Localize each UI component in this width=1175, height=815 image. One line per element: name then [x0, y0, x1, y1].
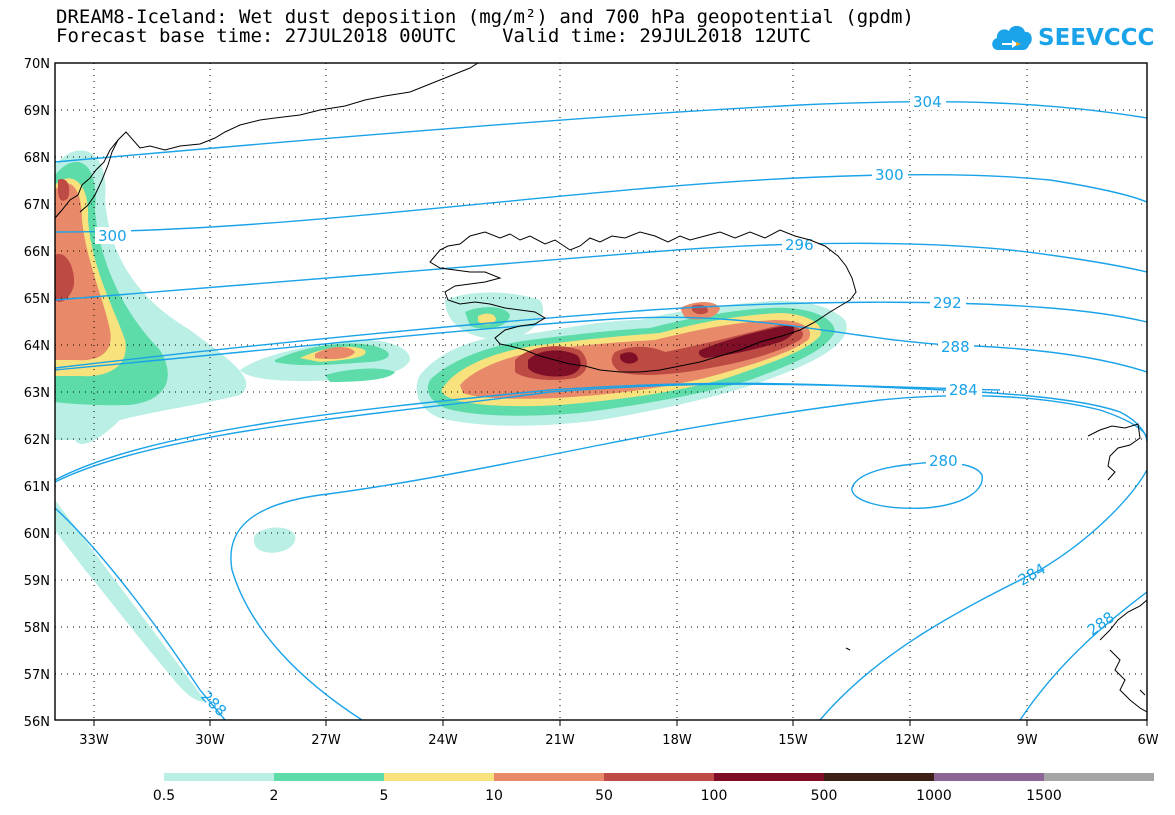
- coast-rockall: [845, 647, 851, 651]
- dust-area-sw-streak: [55, 500, 205, 702]
- legend-swatch: [934, 773, 1044, 781]
- plot-frame: [54, 62, 1148, 721]
- legend-swatch: [824, 773, 934, 781]
- lat-label: 68N: [24, 151, 50, 166]
- longitude-labels: 33W 30W 27W 24W 21W 18W 15W 12W 9W 6W: [79, 733, 1158, 748]
- map-grid: [55, 63, 1147, 720]
- lat-label: 58N: [24, 621, 50, 636]
- contour-284-se: [819, 469, 1147, 720]
- legend-swatch: [384, 773, 494, 781]
- contour-label-284-se: 284: [1015, 560, 1049, 590]
- contour-label-288-se: 288: [1084, 608, 1118, 639]
- contour-288-mid: [230, 395, 1147, 720]
- dust-area-nw-5: [478, 313, 496, 325]
- coast-iceland: [429, 229, 857, 373]
- contour-284-south: [55, 383, 1001, 483]
- lat-label: 69N: [24, 104, 50, 119]
- dust-area-west-50b: [58, 179, 70, 201]
- legend-swatch: [274, 773, 384, 781]
- coast-greenland-b: [79, 139, 119, 213]
- legend-label: 5: [380, 788, 389, 804]
- axis-ticks: [93, 720, 1148, 726]
- contour-288-north: [55, 316, 1147, 373]
- contour-label-280: 280: [929, 452, 958, 470]
- seevccc-logo: SEEVCCC: [990, 20, 1154, 56]
- lat-label: 59N: [24, 574, 50, 589]
- latitude-labels: 70N 69N 68N 67N 66N 65N 64N 63N 62N 61N …: [24, 57, 50, 730]
- lat-label: 56N: [24, 715, 50, 730]
- legend-swatch: [164, 773, 274, 781]
- lon-label: 27W: [311, 733, 341, 748]
- legend-label: 10: [485, 788, 503, 804]
- legend-label: 1000: [916, 788, 952, 804]
- contour-284: [55, 382, 1147, 481]
- legend-label: 100: [701, 788, 728, 804]
- contour-label-304: 304: [913, 93, 942, 111]
- logo-text: SEEVCCC: [1038, 25, 1155, 51]
- coast-greenland: [55, 63, 479, 219]
- lat-label: 66N: [24, 245, 50, 260]
- coastlines: [55, 63, 1147, 713]
- contour-label-292: 292: [933, 294, 962, 312]
- legend-swatch: [714, 773, 824, 781]
- dust-area-west-50: [55, 254, 75, 302]
- contour-280: [851, 461, 983, 509]
- legend-label: 1500: [1026, 788, 1062, 804]
- coast-scotland: [1099, 599, 1147, 713]
- lon-label: 33W: [79, 733, 109, 748]
- contour-label-300-west: 300: [98, 227, 127, 245]
- lat-label: 62N: [24, 433, 50, 448]
- lon-label: 30W: [195, 733, 225, 748]
- lat-label: 57N: [24, 668, 50, 683]
- lat-label: 64N: [24, 339, 50, 354]
- lon-label: 6W: [1137, 733, 1158, 748]
- legend-swatch: [604, 773, 714, 781]
- contour-300: [55, 174, 1147, 233]
- dust-area-iceland-100: [528, 325, 795, 377]
- lon-label: 12W: [895, 733, 925, 748]
- contour-296: [55, 242, 1147, 301]
- lat-label: 65N: [24, 292, 50, 307]
- dust-area-mid-low: [325, 368, 395, 382]
- legend-label: 0.5: [153, 788, 175, 804]
- color-legend: 0.5 2 5 10 50 100 500 1000 1500: [153, 773, 1154, 804]
- contour-292: [55, 301, 1147, 369]
- lon-label: 18W: [662, 733, 692, 748]
- legend-label: 2: [270, 788, 279, 804]
- geopotential-contours: [55, 100, 1147, 720]
- coast-faroe-shetland: [1087, 423, 1141, 481]
- lon-label: 15W: [778, 733, 808, 748]
- legend-swatch: [494, 773, 604, 781]
- legend-label: 50: [595, 788, 613, 804]
- dust-area-iceland-50: [515, 325, 804, 380]
- dust-area-sw-blob: [253, 527, 296, 553]
- dust-area-west-10: [55, 183, 111, 361]
- contour-288-west: [55, 507, 226, 720]
- lon-label: 21W: [545, 733, 575, 748]
- dust-area-mid-10: [315, 346, 355, 360]
- legend-swatch: [1044, 773, 1154, 781]
- contour-labels: 304 300 300 296 292 288 284 280 284 288 …: [95, 93, 1118, 720]
- contour-label-284: 284: [949, 381, 978, 399]
- lon-label: 9W: [1016, 733, 1037, 748]
- contour-label-300-east: 300: [875, 166, 904, 184]
- lat-label: 70N: [24, 57, 50, 72]
- lat-label: 67N: [24, 198, 50, 213]
- dust-deposition-field: [55, 150, 847, 702]
- lon-label: 24W: [428, 733, 458, 748]
- lat-label: 61N: [24, 480, 50, 495]
- contour-label-296: 296: [785, 236, 814, 254]
- lat-label: 60N: [24, 527, 50, 542]
- contour-304: [55, 100, 1147, 163]
- cloud-icon: [992, 25, 1032, 50]
- chart-title: DREAM8-Iceland: Wet dust deposition (mg/…: [56, 6, 914, 28]
- contour-288-se: [1019, 591, 1147, 720]
- legend-label: 500: [811, 788, 838, 804]
- chart-subtitle: Forecast base time: 27JUL2018 00UTC Vali…: [56, 25, 811, 47]
- contour-label-288: 288: [941, 338, 970, 356]
- lat-label: 63N: [24, 386, 50, 401]
